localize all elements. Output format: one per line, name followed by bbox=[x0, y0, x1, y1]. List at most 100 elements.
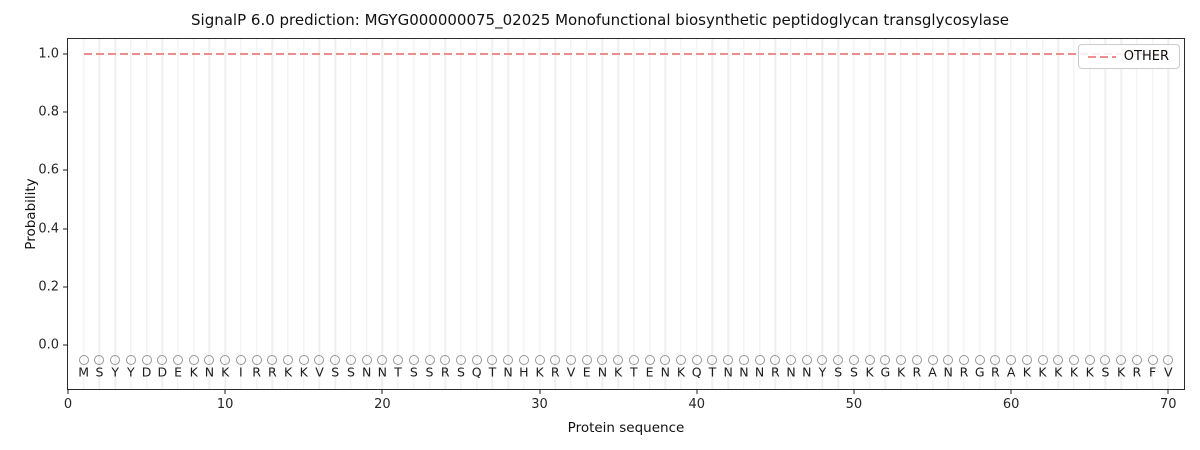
residue-marker-circle bbox=[691, 354, 702, 365]
residue-letter: R bbox=[770, 364, 780, 380]
residue-letter: K bbox=[221, 364, 230, 380]
residue-letter: Q bbox=[691, 364, 702, 380]
residue-gridline bbox=[900, 39, 902, 389]
residue-letter: A bbox=[1006, 364, 1016, 380]
residue-gridline bbox=[287, 39, 289, 389]
residue-marker-circle bbox=[188, 354, 199, 365]
residue-gridline bbox=[130, 39, 132, 389]
residue-gridline bbox=[758, 39, 761, 389]
residue-letter: S bbox=[425, 364, 434, 380]
residue-letter: N bbox=[754, 364, 765, 380]
residue-letter: F bbox=[1148, 364, 1157, 380]
residue-gridline bbox=[507, 39, 509, 389]
y-tick-mark bbox=[63, 344, 68, 346]
residue-marker-circle bbox=[471, 354, 482, 365]
residue-letter: N bbox=[361, 364, 372, 380]
residue-gridline bbox=[303, 39, 305, 389]
residue-marker-circle bbox=[314, 354, 325, 365]
residue-letter: K bbox=[535, 364, 544, 380]
residue-marker-circle bbox=[1006, 354, 1017, 365]
residue-gridline bbox=[255, 39, 258, 389]
residue-letter: N bbox=[377, 364, 388, 380]
residue-letter: V bbox=[566, 364, 576, 380]
residue-letter: D bbox=[157, 364, 168, 380]
residue-marker-circle bbox=[94, 354, 105, 365]
residue-gridline bbox=[318, 39, 321, 389]
residue-marker-circle bbox=[1037, 354, 1048, 365]
legend: OTHER bbox=[1077, 44, 1180, 69]
residue-letter: R bbox=[959, 364, 969, 380]
residue-marker-circle bbox=[958, 354, 969, 365]
x-tick-label: 10 bbox=[216, 397, 234, 412]
residue-marker-circle bbox=[377, 354, 388, 365]
residue-gridline bbox=[161, 39, 163, 389]
residue-marker-circle bbox=[503, 354, 514, 365]
x-tick-label: 60 bbox=[1002, 397, 1020, 412]
residue-letter: N bbox=[739, 364, 749, 380]
residue-letter: G bbox=[880, 364, 891, 380]
residue-gridline bbox=[774, 39, 777, 389]
residue-letter: K bbox=[896, 364, 906, 380]
residue-letter: N bbox=[597, 364, 608, 380]
residue-gridline bbox=[365, 39, 368, 389]
y-axis-label: Probability bbox=[23, 178, 39, 250]
residue-marker-circle bbox=[723, 354, 734, 365]
residue-marker-circle bbox=[235, 354, 246, 365]
residue-letter: N bbox=[204, 364, 215, 380]
residue-marker-circle bbox=[927, 354, 938, 365]
residue-letter: S bbox=[456, 364, 465, 380]
y-tick-label: 0.4 bbox=[38, 221, 59, 237]
residue-gridline bbox=[1120, 39, 1122, 389]
residue-marker-circle bbox=[267, 354, 278, 365]
residue-letter: V bbox=[1164, 364, 1173, 380]
residue-gridline bbox=[978, 39, 981, 389]
residue-gridline bbox=[1041, 39, 1044, 389]
residue-gridline bbox=[193, 39, 195, 389]
y-tick-label: 0.8 bbox=[38, 104, 59, 120]
residue-gridline bbox=[1010, 39, 1012, 389]
residue-letter: K bbox=[1038, 364, 1047, 380]
residue-letter: G bbox=[974, 364, 985, 380]
residue-letter: Y bbox=[127, 364, 135, 380]
residue-gridline bbox=[570, 39, 572, 389]
residue-marker-circle bbox=[408, 354, 419, 365]
residue-letter: N bbox=[786, 364, 796, 380]
residue-letter: K bbox=[1069, 364, 1079, 380]
residue-marker-circle bbox=[770, 354, 781, 365]
residue-gridline bbox=[664, 39, 666, 389]
residue-gridline bbox=[145, 39, 148, 389]
residue-marker-circle bbox=[1068, 354, 1079, 365]
residue-marker-circle bbox=[220, 354, 231, 365]
residue-marker-circle bbox=[440, 354, 451, 365]
residue-gridline bbox=[98, 39, 101, 389]
residue-letter: R bbox=[252, 364, 261, 380]
residue-gridline bbox=[696, 39, 698, 389]
residue-gridline bbox=[554, 39, 556, 389]
x-tick-mark bbox=[696, 389, 698, 394]
residue-marker-circle bbox=[738, 354, 749, 365]
residue-gridline bbox=[334, 39, 336, 389]
residue-letter: R bbox=[550, 364, 560, 380]
residue-letter: K bbox=[1085, 364, 1094, 380]
y-tick-label: 0.0 bbox=[38, 337, 59, 353]
residue-gridline bbox=[397, 39, 399, 389]
residue-gridline bbox=[711, 39, 714, 389]
residue-marker-circle bbox=[283, 354, 294, 365]
residue-marker-circle bbox=[613, 354, 624, 365]
residue-gridline bbox=[1167, 39, 1169, 389]
x-tick-mark bbox=[1010, 389, 1012, 394]
residue-gridline bbox=[994, 39, 997, 389]
residue-letter: V bbox=[315, 364, 324, 380]
residue-marker-circle bbox=[676, 354, 686, 365]
residue-gridline bbox=[413, 39, 415, 389]
residue-marker-circle bbox=[110, 354, 121, 365]
residue-letter: S bbox=[409, 364, 418, 380]
y-tick-label: 0.6 bbox=[38, 162, 59, 178]
residue-marker-circle bbox=[628, 354, 639, 365]
residue-marker-circle bbox=[1084, 354, 1095, 365]
residue-marker-circle bbox=[330, 354, 341, 365]
residue-gridline bbox=[727, 39, 729, 389]
residue-letter: R bbox=[912, 364, 922, 380]
residue-marker-circle bbox=[786, 354, 797, 365]
